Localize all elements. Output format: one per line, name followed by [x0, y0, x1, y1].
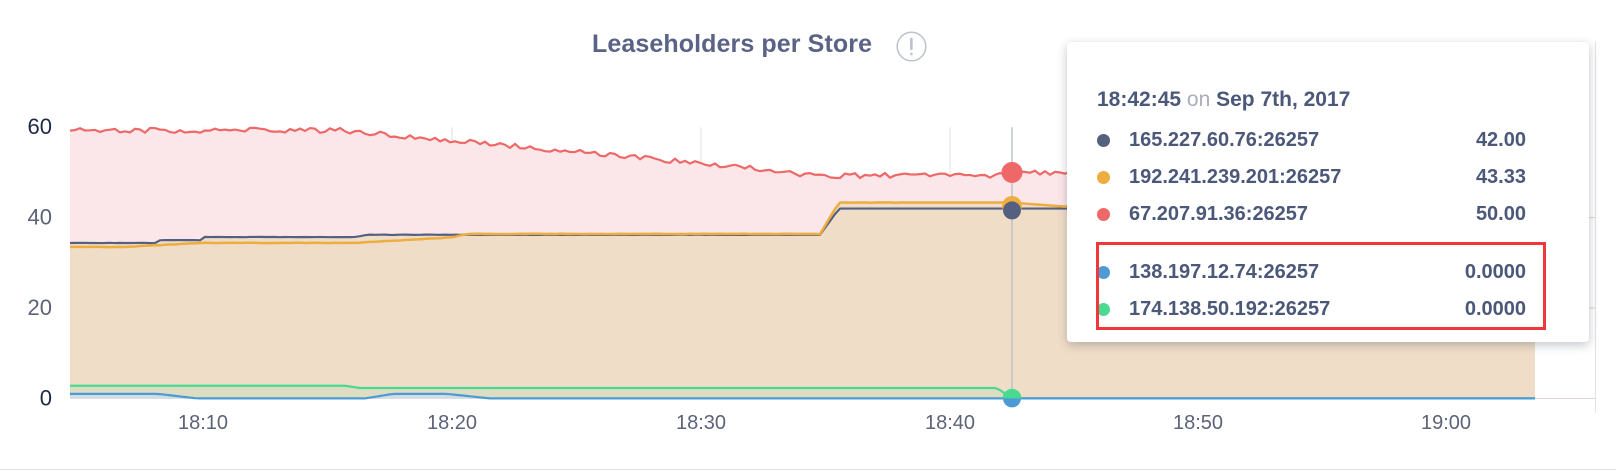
svg-text:40: 40 — [28, 205, 52, 230]
svg-text:60: 60 — [28, 114, 52, 139]
svg-text:19:00: 19:00 — [1421, 412, 1471, 434]
svg-text:18:40: 18:40 — [925, 412, 975, 434]
svg-text:18:10: 18:10 — [178, 412, 228, 434]
svg-text:18:20: 18:20 — [427, 412, 477, 434]
svg-text:18:30: 18:30 — [676, 412, 726, 434]
svg-text:20: 20 — [28, 295, 52, 320]
svg-text:18:50: 18:50 — [1173, 412, 1223, 434]
svg-text:0: 0 — [40, 385, 52, 410]
